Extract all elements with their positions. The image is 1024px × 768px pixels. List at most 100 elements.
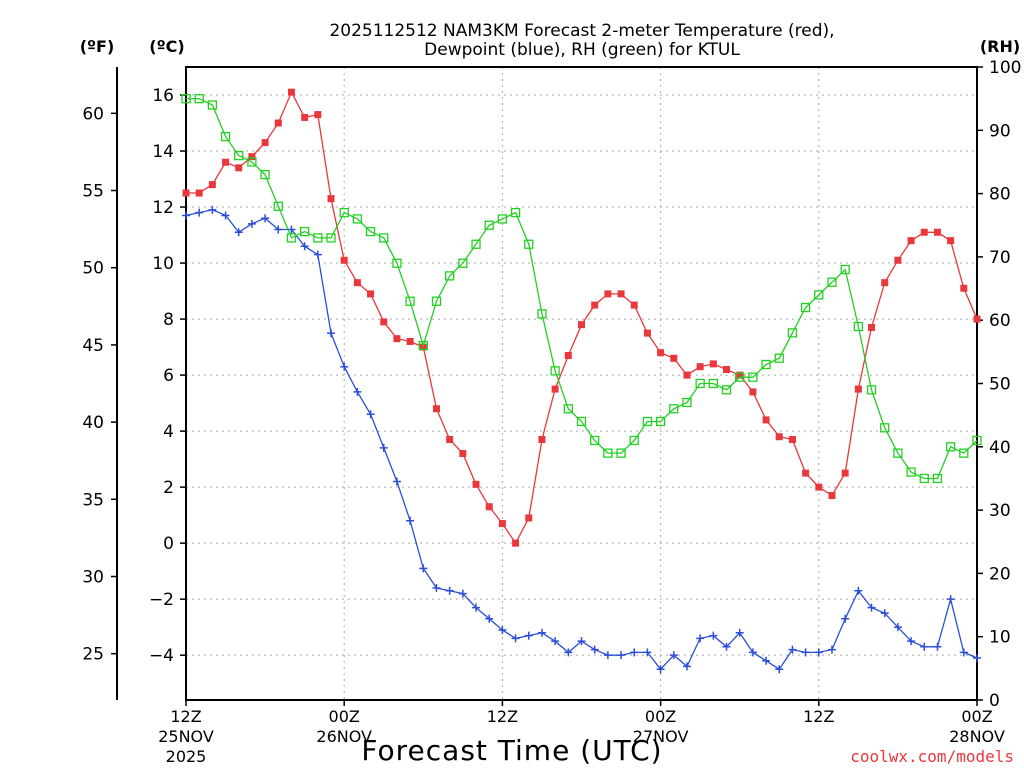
series-dewpoint (182, 205, 981, 674)
temperature-point (709, 360, 717, 368)
dewpoint-point (458, 589, 467, 598)
x-tick-label: 00Z (961, 707, 992, 726)
rh-point (445, 271, 455, 281)
rh-point (234, 150, 244, 161)
fahrenheit-tick-label: 40 (82, 413, 104, 433)
rh-point (682, 397, 692, 408)
rh-point (840, 264, 850, 275)
dewpoint-point (419, 564, 428, 573)
chart-title-line2: Dewpoint (blue), RH (green) for KTUL (424, 40, 740, 60)
fahrenheit-tick-label: 60 (82, 104, 104, 124)
dewpoint-point (656, 665, 665, 674)
series-rh (181, 94, 982, 484)
dewpoint-point (907, 637, 916, 646)
dewpoint-point (827, 645, 836, 654)
dewpoint-point (472, 603, 481, 612)
temperature-point (868, 323, 876, 331)
rh-point (576, 416, 587, 427)
dewpoint-point (300, 242, 309, 251)
rh-point (590, 435, 600, 446)
celsius-tick-label: 2 (163, 478, 174, 498)
dewpoint-point (933, 642, 942, 651)
temperature-point (393, 335, 401, 343)
temperature-point (630, 301, 638, 309)
dewpoint-point (788, 645, 797, 654)
temperature-point (222, 158, 230, 166)
dewpoint-point (920, 642, 929, 651)
x-axis-label: Forecast Time (UTC) (361, 734, 662, 767)
dewpoint-point (274, 225, 283, 234)
temperature-point (604, 290, 612, 298)
celsius-tick-label: 12 (152, 198, 174, 218)
temperature-point (380, 318, 388, 326)
dewpoint-point (340, 362, 349, 371)
rh-point (800, 302, 811, 313)
rh-point (906, 467, 916, 477)
temperature-point (749, 388, 757, 396)
temperature-point (525, 514, 533, 522)
fahrenheit-tick-label: 30 (82, 567, 104, 587)
temperature-point (301, 113, 309, 121)
x-tick-date: 26NOV (316, 727, 372, 746)
rh-point (655, 416, 666, 427)
celsius-tick-label: −2 (149, 590, 174, 610)
fahrenheit-tick-label: 35 (82, 490, 104, 510)
dewpoint-point (379, 443, 388, 452)
rh-point (853, 321, 863, 332)
rh-point (220, 131, 231, 142)
rh-point (286, 233, 297, 243)
x-tick-date: 25NOV (158, 727, 214, 746)
rh-tick-label: 100 (989, 58, 1021, 78)
temperature-point (367, 290, 375, 298)
x-tick-label: 12Z (170, 707, 201, 726)
rh-point (550, 366, 560, 376)
temperature-point (485, 503, 493, 511)
rh-point (695, 378, 705, 389)
rh-point (352, 214, 363, 224)
rh-point (326, 233, 336, 243)
rh-point (431, 296, 442, 306)
x-tick-year: 2025 (166, 747, 207, 766)
celsius-tick-label: 4 (163, 422, 174, 442)
temperature-point (208, 181, 216, 189)
temperature-point (920, 228, 928, 236)
dewpoint-point (498, 625, 507, 634)
temperature-point (854, 385, 862, 393)
dewpoint-point (261, 214, 270, 223)
dewpoint-point (959, 648, 968, 657)
celsius-tick-label: 14 (152, 142, 174, 162)
rh-line (186, 97, 978, 480)
temperature-point (182, 189, 190, 197)
dewpoint-point (445, 586, 454, 595)
dewpoint-point (814, 648, 823, 657)
rh-point (827, 277, 837, 287)
temperature-point (643, 329, 651, 337)
rh-tick-label: 30 (989, 501, 1011, 521)
temperature-point (670, 354, 678, 362)
temperature-point (802, 469, 810, 477)
dewpoint-point (577, 637, 586, 646)
rh-point (708, 378, 718, 389)
dewpoint-point (537, 628, 546, 637)
x-tick-date: 28NOV (949, 727, 1005, 746)
x-tick-label: 12Z (803, 707, 834, 726)
temperature-point (683, 371, 691, 379)
dewpoint-point (696, 634, 705, 643)
temperature-point (274, 119, 282, 127)
temperature-point (432, 405, 440, 413)
dewpoint-point (432, 583, 441, 592)
dewpoint-point (234, 228, 243, 237)
temperature-point (947, 237, 955, 245)
fahrenheit-tick-label: 50 (82, 259, 104, 279)
rh-point (365, 226, 376, 237)
temperature-point (578, 321, 585, 329)
temperature-point (841, 469, 849, 477)
temperature-point (314, 111, 322, 119)
rh-point (774, 353, 784, 363)
temperature-point (907, 237, 915, 245)
temperature-point (973, 315, 981, 323)
dewpoint-point (590, 645, 599, 654)
rh-point (181, 94, 191, 104)
celsius-tick-label: 0 (163, 534, 174, 554)
